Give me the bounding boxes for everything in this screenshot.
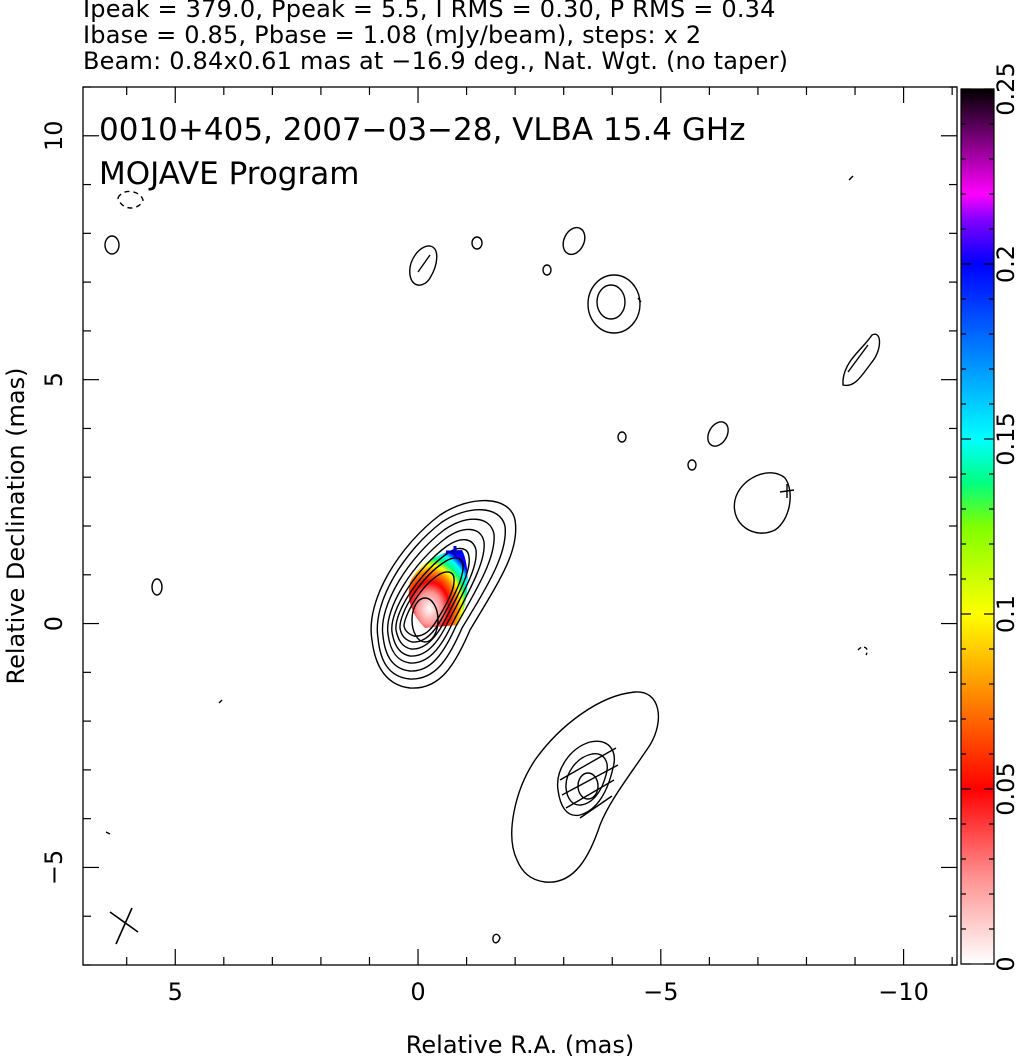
header-line-2: Ibase = 0.85, Pbase = 1.08 (mJy/beam), s…: [83, 21, 702, 49]
colorbar-tick-label: 0.2: [992, 245, 1020, 283]
y-tick-label: −5: [40, 850, 68, 885]
x-tick-label: −5: [643, 978, 678, 1006]
y-axis-title: Relative Declination (mas): [2, 367, 30, 684]
header-line-1: Ipeak = 379.0, Ppeak = 5.5, I RMS = 0.30…: [83, 0, 776, 23]
beam-marker: [109, 907, 139, 945]
plot-frame: [82, 86, 958, 966]
jet-contours: [511, 691, 660, 883]
colorbar-tick-label: 0.25: [992, 62, 1020, 115]
colorbar-tick-label: 0.1: [992, 595, 1020, 633]
x-axis-ticks: 5 0 −5 −10: [126, 87, 953, 1006]
colorbar: 0 0.05 0.1 0.15 0.2 0.25: [960, 62, 1020, 972]
outlying-contours: [104, 175, 881, 944]
colorbar-tick-label: 0: [992, 956, 1020, 971]
polarization-patch: [408, 550, 468, 628]
y-axis-ticks: −5 0 5 10: [40, 86, 957, 966]
colorbar-tick-label: 0.15: [992, 412, 1020, 465]
map-title: 0010+405, 2007−03−28, VLBA 15.4 GHz: [99, 112, 745, 148]
header-line-3: Beam: 0.84x0.61 mas at −16.9 deg., Nat. …: [83, 47, 789, 75]
map-subtitle: MOJAVE Program: [99, 156, 359, 192]
x-tick-label: −10: [878, 978, 929, 1006]
contour-map: [104, 175, 881, 945]
y-tick-label: 10: [40, 121, 68, 152]
y-tick-label: 5: [40, 372, 68, 387]
core-contours: [370, 499, 517, 689]
x-axis-title: Relative R.A. (mas): [406, 1031, 634, 1059]
colorbar-tick-label: 0.05: [992, 762, 1020, 815]
pol-vectors: [446, 546, 462, 558]
x-tick-label: 5: [168, 978, 183, 1006]
x-tick-label: 0: [410, 978, 425, 1006]
colorbar-ticks: 0 0.05 0.1 0.15 0.2 0.25: [961, 62, 1020, 972]
y-tick-label: 0: [40, 616, 68, 631]
